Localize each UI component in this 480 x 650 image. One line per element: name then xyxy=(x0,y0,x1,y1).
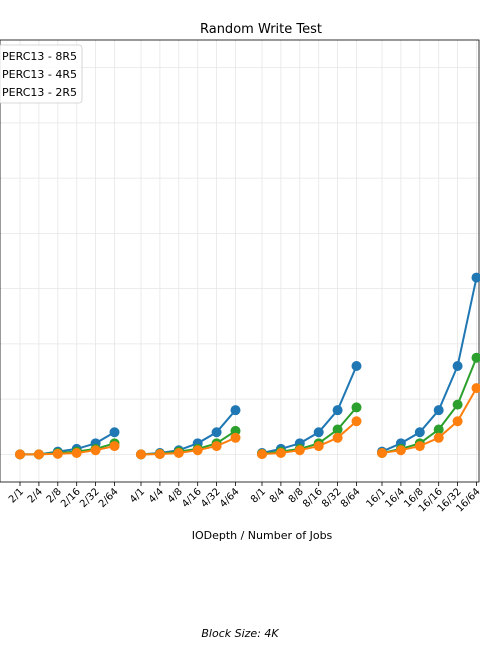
x-tick-label: 16/4 xyxy=(383,486,407,510)
data-point xyxy=(351,360,362,371)
data-point xyxy=(471,352,480,363)
data-point xyxy=(433,432,444,443)
data-point xyxy=(257,449,267,460)
data-point xyxy=(414,441,425,452)
plot-frame xyxy=(0,39,480,483)
x-tick-label: 8/64 xyxy=(339,486,363,510)
x-tick-label: 4/16 xyxy=(180,486,204,510)
data-point xyxy=(230,432,241,443)
legend-box xyxy=(0,44,83,104)
data-point xyxy=(136,449,146,460)
data-point xyxy=(230,425,241,436)
data-point xyxy=(351,416,362,427)
x-tick-layer: 2/1 2/4 2/82/162/322/64 4/1 4/4 4/84/164/324/… xyxy=(7,482,480,515)
legend-entry: PERC13 - 4R5 xyxy=(2,68,77,81)
x-tick-label: 2/16 xyxy=(59,486,83,510)
data-point xyxy=(351,402,362,413)
series-layer xyxy=(15,272,480,460)
x-tick-label: 8/16 xyxy=(301,486,325,510)
data-point xyxy=(211,427,222,438)
data-point xyxy=(471,383,480,394)
chart-title: Random Write Test xyxy=(200,22,322,37)
x-tick-label: 8/4 xyxy=(268,486,287,505)
x-tick-label: 2/32 xyxy=(78,486,102,510)
legend-entry: PERC13 - 2R5 xyxy=(2,86,77,99)
data-point xyxy=(332,405,343,416)
data-point xyxy=(230,405,241,416)
data-point xyxy=(471,272,480,283)
x-tick-label: 16/1 xyxy=(364,486,388,510)
data-point xyxy=(109,441,120,452)
data-point xyxy=(452,399,463,410)
data-point xyxy=(452,416,463,427)
block-size-note: Block Size: 4K xyxy=(201,627,279,640)
data-point xyxy=(313,441,324,452)
data-point xyxy=(71,447,82,458)
series-2 xyxy=(15,383,480,460)
x-tick-label: 2/1 xyxy=(7,486,26,505)
x-tick-label: 4/4 xyxy=(147,486,166,505)
data-point xyxy=(377,447,387,458)
data-point xyxy=(52,448,63,459)
legend-entry: PERC13 - 8R5 xyxy=(2,50,77,63)
data-point xyxy=(433,405,444,416)
x-tick-label: 2/64 xyxy=(97,486,121,510)
x-tick-label: 4/32 xyxy=(199,486,223,510)
series-0 xyxy=(15,272,480,460)
data-point xyxy=(313,427,324,438)
data-point xyxy=(154,449,165,460)
series-1 xyxy=(15,352,480,460)
data-point xyxy=(211,441,222,452)
data-point xyxy=(433,424,444,435)
data-point xyxy=(90,445,101,456)
grid-layer xyxy=(0,40,479,482)
x-tick-label: 8/1 xyxy=(249,486,268,505)
data-point xyxy=(332,432,343,443)
data-point xyxy=(414,427,425,438)
data-point xyxy=(395,445,406,456)
x-tick-label: 8/32 xyxy=(320,486,344,510)
data-point xyxy=(15,449,25,460)
data-point xyxy=(294,445,305,456)
data-point xyxy=(192,445,203,456)
data-point xyxy=(109,427,120,438)
data-point xyxy=(332,424,343,435)
x-tick-label: 4/64 xyxy=(218,486,242,510)
legend: PERC13 - 8R5 PERC13 - 4R5 PERC13 - 2R5 xyxy=(0,44,83,104)
data-point xyxy=(275,447,286,458)
x-axis-label: IODepth / Number of Jobs xyxy=(192,529,333,542)
data-point xyxy=(173,447,184,458)
data-point xyxy=(452,360,463,371)
data-point xyxy=(33,449,44,460)
x-tick-label: 2/4 xyxy=(26,486,45,505)
x-tick-label: 4/1 xyxy=(128,486,147,505)
